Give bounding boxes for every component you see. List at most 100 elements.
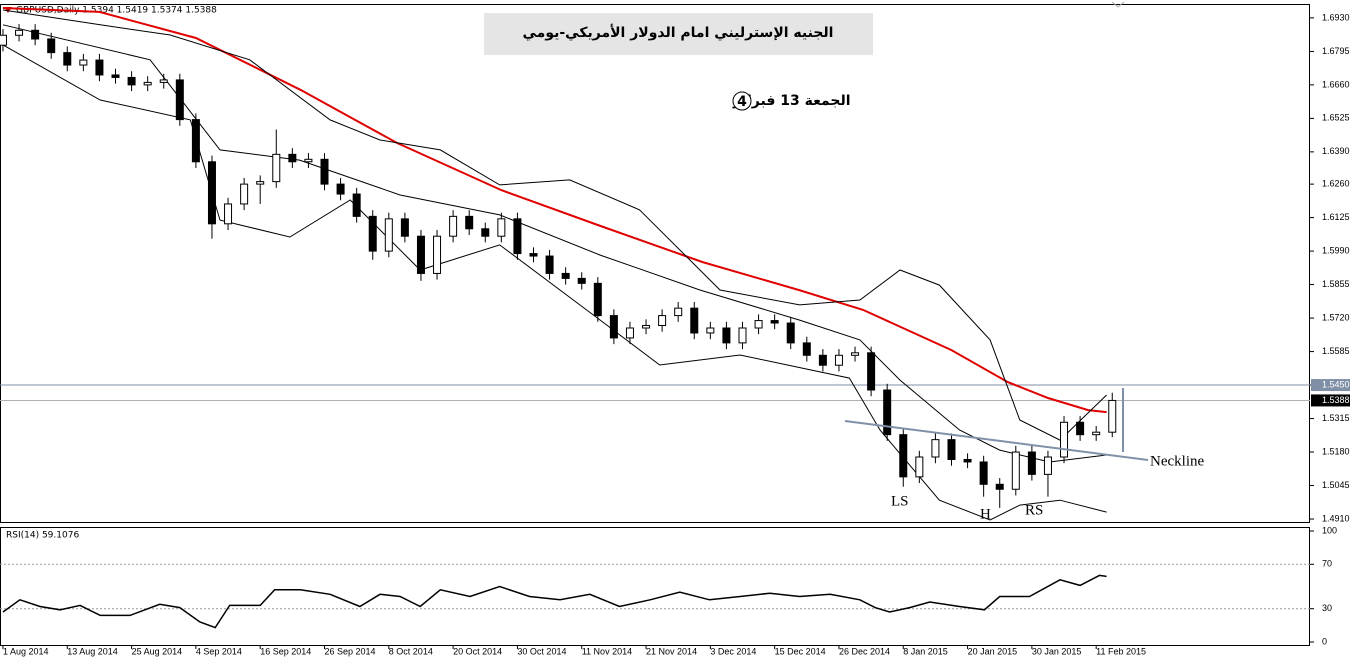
header: GBPUSD,Daily 1.5394 1.5419 1.5374 1.5388 bbox=[16, 6, 217, 16]
candle-body bbox=[1108, 399, 1117, 433]
y-tick-label: 1.6125 bbox=[1322, 212, 1350, 222]
y-tick-label: 1.6390 bbox=[1322, 146, 1350, 156]
y-tick-label: 1.6525 bbox=[1322, 113, 1350, 123]
x-tick-label: 11 Feb 2015 bbox=[1096, 646, 1146, 656]
candle-body bbox=[931, 439, 940, 458]
x-tick-label: 15 Dec 2014 bbox=[775, 646, 826, 656]
candle-body bbox=[47, 38, 56, 54]
y-tick-label: 1.5990 bbox=[1322, 245, 1350, 255]
candle-body bbox=[1092, 431, 1101, 436]
last-price-box bbox=[1311, 394, 1350, 407]
badge: 4 bbox=[737, 94, 747, 110]
y-tick-label: 100 bbox=[1322, 525, 1337, 535]
y-tick-label: 1.6660 bbox=[1322, 79, 1350, 89]
candle-body bbox=[963, 458, 972, 463]
candle-body bbox=[899, 434, 908, 478]
title: الجنيه الإسترليني امام الدولار الأمريكي-… bbox=[523, 24, 834, 41]
y-tick-label: 1.6260 bbox=[1322, 178, 1350, 188]
candle-body bbox=[159, 79, 168, 83]
candle-body bbox=[416, 235, 425, 274]
annotation: LS bbox=[891, 493, 909, 509]
annotation: RS bbox=[1025, 502, 1043, 518]
candle-body bbox=[288, 153, 297, 163]
candle-body bbox=[545, 255, 554, 274]
candle-body bbox=[690, 307, 699, 334]
candle-body bbox=[706, 327, 715, 334]
candle-body bbox=[915, 456, 924, 478]
candle-body bbox=[240, 183, 249, 205]
candle-body bbox=[1060, 421, 1069, 458]
candle-body bbox=[642, 325, 651, 329]
candle-body bbox=[127, 76, 136, 86]
last-price-label: 1.5388 bbox=[1322, 395, 1350, 405]
candle-body bbox=[754, 320, 763, 329]
candle-body bbox=[352, 193, 361, 217]
x-tick-label: 20 Jan 2015 bbox=[968, 646, 1018, 656]
candle-body bbox=[272, 153, 281, 183]
badge-circle bbox=[732, 91, 752, 111]
scroll-marker bbox=[1111, 1, 1125, 8]
x-tick-label: 30 Oct 2014 bbox=[517, 646, 566, 656]
candle-body bbox=[63, 52, 72, 66]
y-tick-label: 1.6930 bbox=[1322, 12, 1350, 22]
candle-body bbox=[384, 218, 393, 252]
x-tick-label: 4 Sep 2014 bbox=[196, 646, 242, 656]
candle-body bbox=[31, 29, 40, 40]
x-tick-label: 30 Jan 2015 bbox=[1032, 646, 1082, 656]
rsi-panel bbox=[0, 527, 1310, 646]
candle-body bbox=[256, 181, 265, 185]
x-tick-label: 21 Nov 2014 bbox=[646, 646, 697, 656]
x-tick-label: 8 Jan 2015 bbox=[903, 646, 948, 656]
price-panel bbox=[0, 4, 1310, 523]
y-tick-label: 1.4910 bbox=[1322, 513, 1350, 523]
candle-body bbox=[802, 342, 811, 356]
candle-body bbox=[1011, 451, 1020, 490]
x-tick-label: 8 Oct 2014 bbox=[389, 646, 433, 656]
candle-body bbox=[1027, 451, 1036, 475]
candle-body bbox=[175, 79, 184, 121]
candle-body bbox=[1076, 421, 1085, 436]
candle-body bbox=[465, 215, 474, 230]
candle-body bbox=[304, 158, 313, 163]
candle-body bbox=[867, 352, 876, 391]
candle-body bbox=[320, 158, 329, 185]
x-tick-label: 11 Nov 2014 bbox=[582, 646, 632, 656]
y-tick-label: 1.5045 bbox=[1322, 480, 1350, 490]
x-tick-label: 25 Aug 2014 bbox=[132, 646, 183, 656]
y-tick-label: 70 bbox=[1322, 559, 1332, 569]
y-tick-label: 0 bbox=[1322, 636, 1327, 646]
y-tick-label: 1.5585 bbox=[1322, 346, 1350, 356]
y-tick-label: 1.5720 bbox=[1322, 312, 1350, 322]
candle-body bbox=[0, 34, 7, 46]
candle-body bbox=[207, 161, 216, 225]
candle-body bbox=[786, 322, 795, 344]
indicator-line bbox=[2, 24, 1107, 463]
candle-body bbox=[79, 59, 88, 66]
annotation: Neckline bbox=[1150, 453, 1204, 469]
candle-body bbox=[995, 483, 1004, 490]
indicator-line bbox=[2, 7, 1107, 414]
candle-body bbox=[529, 253, 538, 257]
candle-body bbox=[336, 183, 345, 195]
candle-body bbox=[224, 203, 233, 225]
annotation: H bbox=[980, 506, 991, 522]
candle-body bbox=[449, 215, 458, 237]
level-label-box bbox=[1311, 379, 1350, 392]
candle-body bbox=[497, 218, 506, 237]
candle-body bbox=[1043, 456, 1052, 475]
candle-body bbox=[593, 282, 602, 317]
x-tick-label: 13 Aug 2014 bbox=[67, 646, 118, 656]
candle-body bbox=[368, 215, 377, 252]
candle-body bbox=[834, 354, 843, 366]
x-tick-label: 26 Dec 2014 bbox=[839, 646, 890, 656]
neckline bbox=[844, 420, 1149, 461]
y-tick-label: 1.5855 bbox=[1322, 279, 1350, 289]
candle-body bbox=[433, 235, 442, 274]
candle-body bbox=[738, 327, 747, 344]
x-tick-label: 3 Dec 2014 bbox=[710, 646, 756, 656]
y-tick-label: 1.5180 bbox=[1322, 446, 1350, 456]
candle-body bbox=[625, 327, 634, 339]
indicator-line bbox=[2, 9, 1107, 441]
candle-body bbox=[513, 218, 522, 255]
candle-body bbox=[883, 389, 892, 436]
